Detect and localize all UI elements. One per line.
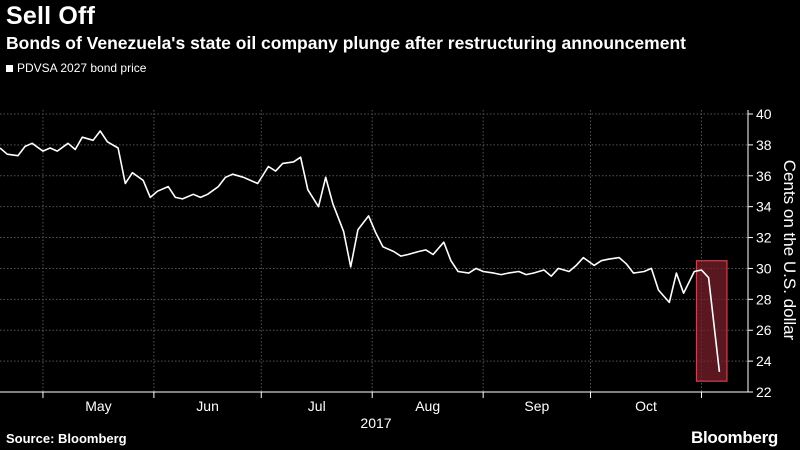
y-tick-label-40: 40 bbox=[756, 106, 772, 122]
legend-swatch bbox=[6, 64, 13, 72]
x-axis-year-label: 2017 bbox=[360, 415, 391, 431]
highlight-region bbox=[695, 260, 728, 382]
y-axis: 22 24 26 28 30 32 34 36 38 40 bbox=[747, 106, 772, 400]
chart-subtitle: Bonds of Venezuela's state oil company p… bbox=[6, 33, 686, 53]
x-tick-label-jun: Jun bbox=[196, 398, 219, 414]
x-tick-label-sep: Sep bbox=[524, 398, 549, 414]
x-tick-label-jul: Jul bbox=[308, 398, 326, 414]
source-note: Source: Bloomberg bbox=[6, 431, 127, 446]
series-lines bbox=[0, 130, 721, 372]
x-tick-label-oct: Oct bbox=[635, 398, 657, 414]
y-tick-label-36: 36 bbox=[756, 168, 772, 184]
highlight-box bbox=[695, 260, 728, 382]
y-tick-label-26: 26 bbox=[756, 322, 772, 338]
y-tick-label-24: 24 bbox=[756, 353, 772, 369]
y-tick-label-32: 32 bbox=[756, 230, 772, 246]
legend: PDVSA 2027 bond price bbox=[6, 61, 146, 75]
y-tick-label-30: 30 bbox=[756, 260, 772, 276]
grid-lines bbox=[0, 110, 748, 392]
bloomberg-logo: Bloomberg bbox=[690, 428, 778, 447]
chart-title: Sell Off bbox=[6, 2, 96, 30]
y-axis-label: Cents on the U.S. dollar bbox=[780, 160, 799, 341]
y-tick-label-22: 22 bbox=[756, 384, 772, 400]
y-tick-label-28: 28 bbox=[756, 291, 772, 307]
x-tick-label-aug: Aug bbox=[415, 398, 440, 414]
series-line-0 bbox=[0, 130, 721, 372]
y-tick-label-38: 38 bbox=[756, 137, 772, 153]
x-axis: May Jun Jul Aug Sep Oct bbox=[0, 391, 748, 414]
x-tick-label-may: May bbox=[85, 398, 111, 414]
y-tick-label-34: 34 bbox=[756, 199, 772, 215]
legend-label: PDVSA 2027 bond price bbox=[17, 61, 147, 75]
